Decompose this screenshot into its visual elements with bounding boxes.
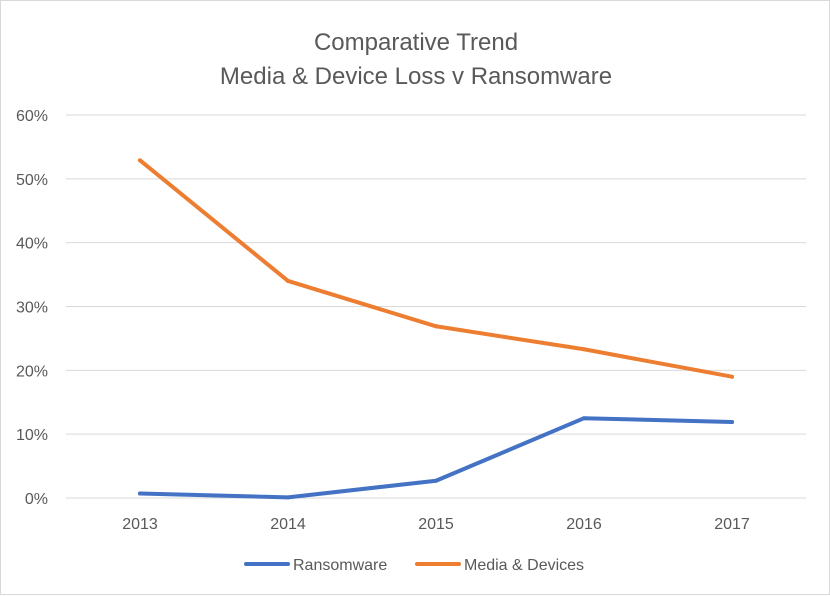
data-point — [730, 374, 734, 379]
legend-label: Media & Devices — [464, 557, 584, 574]
data-point — [434, 478, 438, 483]
legend-label: Ransomware — [293, 557, 387, 574]
data-point — [286, 495, 290, 500]
y-tick-label: 60% — [16, 108, 48, 125]
data-point — [582, 347, 586, 352]
data-point — [286, 278, 290, 283]
x-tick-label: 2013 — [122, 516, 158, 533]
y-axis-tick-labels: 0% 10% 20% 30% 40% 50% 60% — [16, 108, 48, 508]
data-point — [138, 158, 142, 163]
x-axis-tick-labels: 2013 2014 2015 2016 2017 — [122, 516, 750, 533]
chart-title: Comparative Trend — [314, 29, 518, 56]
x-tick-label: 2015 — [418, 516, 454, 533]
y-tick-label: 40% — [16, 236, 48, 253]
series-line — [138, 158, 734, 379]
y-tick-label: 20% — [16, 363, 48, 380]
data-point — [138, 491, 142, 496]
y-tick-label: 50% — [16, 172, 48, 189]
data-point — [434, 324, 438, 329]
y-tick-label: 10% — [16, 427, 48, 444]
y-tick-label: 30% — [16, 300, 48, 317]
series-line — [138, 416, 734, 500]
gridlines — [66, 114, 806, 499]
series-lines — [138, 158, 734, 500]
legend: Ransomware Media & Devices — [244, 557, 584, 574]
data-point — [730, 420, 734, 425]
chart-subtitle: Media & Device Loss v Ransomware — [220, 63, 612, 90]
y-tick-label: 0% — [25, 491, 48, 508]
x-tick-label: 2016 — [566, 516, 602, 533]
x-tick-label: 2017 — [714, 516, 750, 533]
x-tick-label: 2014 — [270, 516, 306, 533]
data-point — [582, 416, 586, 421]
